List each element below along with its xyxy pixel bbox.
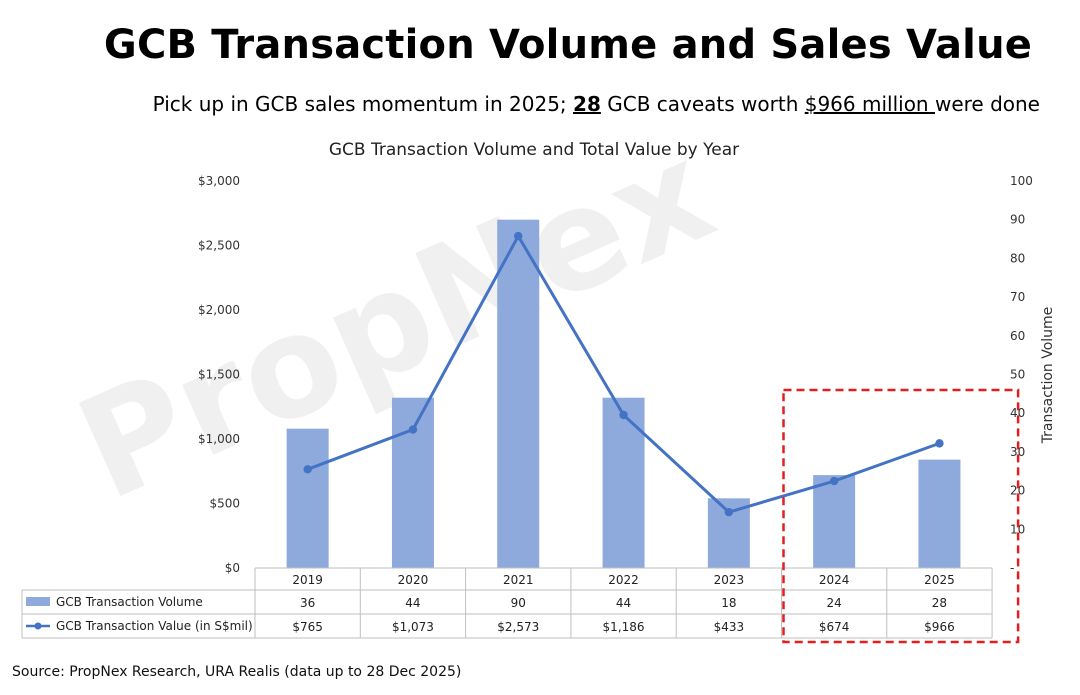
- left-axis-tick-label: $500: [209, 497, 240, 511]
- category-label: 2021: [503, 573, 534, 587]
- table-value-value: $2,573: [497, 620, 539, 634]
- source-note: Source: PropNex Research, URA Realis (da…: [12, 664, 462, 680]
- line-point: [724, 507, 734, 517]
- right-axis-tick-label: 40: [1010, 406, 1025, 420]
- line-point: [619, 410, 628, 420]
- bar: [602, 397, 645, 568]
- left-axis-tick-label: $3,000: [198, 174, 240, 188]
- left-axis-tick-label: $1,000: [198, 432, 240, 446]
- legend-line-label: GCB Transaction Value (in S$mil): [56, 619, 253, 633]
- right-axis-tick-label: -: [1010, 561, 1014, 575]
- category-label: 2022: [608, 573, 639, 587]
- category-label: 2020: [398, 573, 429, 587]
- bar: [286, 428, 329, 568]
- table-volume-value: 44: [616, 596, 631, 610]
- subtitle: Pick up in GCB sales momentum in 2025; 2…: [153, 92, 1040, 116]
- right-axis-tick-label: 90: [1010, 213, 1025, 227]
- category-label: 2025: [924, 573, 955, 587]
- right-axis-tick-label: 100: [1010, 174, 1033, 188]
- subtitle-count: 28: [573, 92, 601, 116]
- left-axis-tick-label: $2,500: [198, 239, 240, 253]
- left-axis-tick-label: $1,500: [198, 368, 240, 382]
- legend-bar-swatch: [26, 597, 50, 606]
- table-value-value: $1,186: [603, 620, 645, 634]
- highlight-box: [782, 388, 1020, 644]
- left-axis-tick-label: $0: [225, 561, 240, 575]
- line-point: [829, 476, 839, 486]
- table-volume-value: 90: [511, 596, 526, 610]
- right-axis-tick-label: 60: [1010, 329, 1025, 343]
- table-volume-value: 24: [827, 596, 842, 610]
- category-label: 2024: [819, 573, 850, 587]
- bar: [391, 397, 434, 568]
- page-title: GCB Transaction Volume and Sales Value: [103, 22, 1033, 68]
- subtitle-part3: were done: [934, 92, 1040, 116]
- table-volume-value: 18: [721, 596, 736, 610]
- line-point: [514, 231, 523, 241]
- bar: [813, 475, 856, 568]
- table-value-value: $674: [819, 620, 850, 634]
- chart-title: GCB Transaction Volume and Total Value b…: [328, 140, 740, 160]
- legend-bar-label: GCB Transaction Volume: [56, 595, 203, 609]
- right-axis-tick-label: 50: [1010, 368, 1025, 382]
- subtitle-part2: GCB caveats worth: [600, 92, 805, 116]
- category-label: 2023: [714, 573, 745, 587]
- table-volume-value: 36: [300, 596, 315, 610]
- table-volume-value: 44: [405, 596, 420, 610]
- left-axis-tick-label: $2,000: [198, 303, 240, 317]
- right-axis-tick-label: 30: [1010, 445, 1025, 459]
- right-axis-tick-label: 10: [1010, 522, 1025, 536]
- table-value-value: $433: [714, 620, 745, 634]
- table-value-value: $966: [924, 620, 955, 634]
- table-value-value: $1,073: [392, 620, 434, 634]
- right-axis-tick-label: 20: [1010, 484, 1025, 498]
- category-label: 2019: [292, 573, 323, 587]
- right-axis-tick-label: 80: [1010, 251, 1025, 265]
- line-point: [935, 439, 944, 448]
- legend-line-marker: [34, 622, 42, 630]
- right-axis-title: Transaction Volume: [1040, 307, 1056, 445]
- table-volume-value: 28: [932, 596, 947, 610]
- bar: [497, 219, 540, 568]
- subtitle-part1: Pick up in GCB sales momentum in 2025;: [152, 92, 574, 116]
- line-point: [408, 425, 418, 434]
- table-value-value: $765: [292, 620, 323, 634]
- line-point: [303, 465, 312, 474]
- right-axis-tick-label: 70: [1010, 290, 1025, 304]
- bar: [918, 459, 961, 568]
- subtitle-amount: $966 million: [804, 92, 935, 116]
